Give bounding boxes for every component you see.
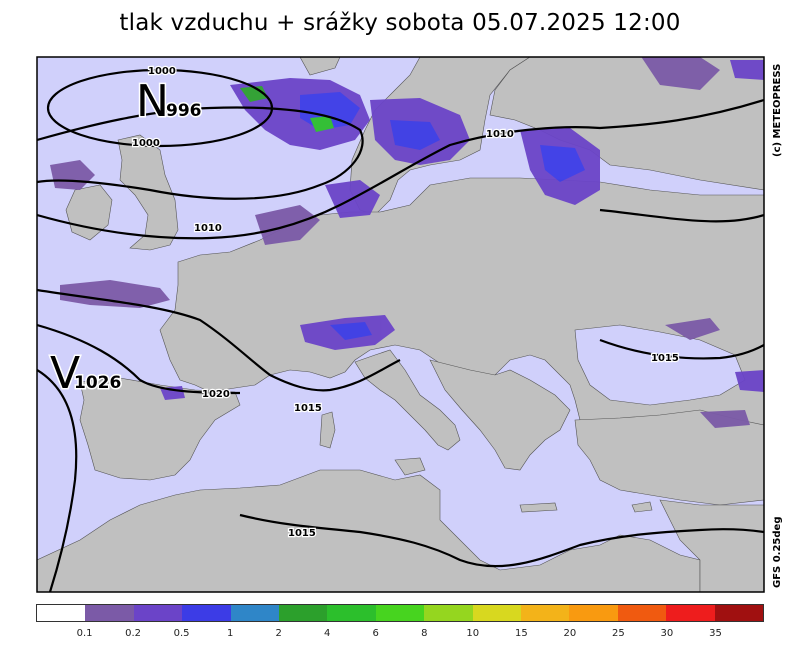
legend-swatch: [569, 605, 618, 621]
legend-label: 4: [324, 628, 331, 639]
isobar-label: 1015: [294, 403, 322, 414]
model-label: GFS 0.25deg: [772, 516, 783, 589]
isobar-1015-east: [599, 338, 764, 360]
legend-label: 15: [514, 628, 528, 639]
isobar-1000-outer: [37, 106, 364, 200]
isobar-label: 1000: [132, 138, 160, 149]
isobar-labels: 1000 1000 1010 1010 1015 1020 1015 1015: [131, 65, 680, 541]
legend-swatch: [424, 605, 473, 621]
isobar-high-1026: [37, 369, 78, 592]
legend-label: 20: [563, 628, 577, 639]
isobar-label: 1010: [486, 129, 514, 140]
low-center-letter: N: [136, 76, 169, 127]
legend-label: 6: [372, 628, 379, 639]
legend-swatch: [472, 605, 522, 621]
legend-swatch: [37, 605, 86, 621]
map-title: tlak vzduchu + srážky sobota 05.07.2025 …: [119, 10, 681, 36]
legend-label: 2: [275, 628, 282, 639]
isobar-label: 1020: [202, 389, 230, 400]
isobar-1015-med: [239, 513, 764, 568]
isobar-label: 1015: [651, 353, 679, 364]
high-center-value: 1026: [74, 373, 121, 393]
legend-swatch: [230, 605, 280, 621]
map-frame: [36, 56, 765, 593]
legend-swatch: [182, 605, 231, 621]
legend-swatch: [666, 605, 715, 621]
isobar-1010-north: [37, 98, 764, 240]
isobar-label: 1015: [288, 528, 316, 539]
legend-swatch: [521, 605, 570, 621]
isobar-1010-east: [599, 208, 764, 223]
legend-label: 25: [612, 628, 625, 639]
legend-label: 30: [660, 628, 674, 639]
legend-label: 0.1: [76, 628, 93, 639]
copyright-label: (c) METEOPRESS: [772, 63, 783, 157]
legend-label: 0.5: [173, 628, 190, 639]
legend-swatch: [133, 605, 183, 621]
legend-swatch: [617, 605, 667, 621]
legend-label: 8: [421, 628, 428, 639]
legend-label: 1: [226, 628, 234, 639]
legend-label: 10: [466, 628, 480, 639]
legend-label: 0.2: [125, 628, 142, 639]
isobars: [37, 68, 764, 592]
isobar-label: 1000: [148, 66, 176, 77]
isobar-label: 1010: [194, 223, 222, 234]
isobar-1015-mid: [37, 288, 401, 392]
legend-swatch: [85, 605, 134, 621]
isobar-1020: [37, 323, 241, 395]
legend-swatch: [714, 605, 764, 621]
legend-swatch: [279, 605, 328, 621]
high-center-letter: V: [50, 348, 80, 399]
low-center-value: 996: [166, 101, 202, 121]
precipitation-legend: [36, 604, 764, 622]
legend-label: 35: [709, 628, 722, 639]
legend-swatch: [327, 605, 376, 621]
legend-swatch: [375, 605, 425, 621]
